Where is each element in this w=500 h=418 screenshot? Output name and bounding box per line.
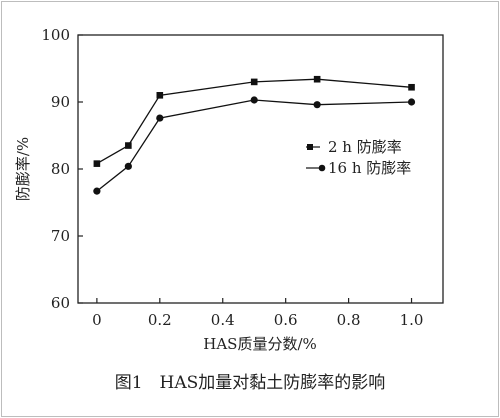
legend-marker-square <box>307 144 313 150</box>
data-point-2h <box>250 78 258 86</box>
x-axis-title: HAS质量分数/% <box>203 335 317 353</box>
x-tick-label: 0.2 <box>148 311 172 329</box>
y-axis-title: 防膨率/% <box>14 137 32 201</box>
plot-area <box>77 34 444 304</box>
x-tick-label: 0.8 <box>337 311 361 329</box>
x-tick-label: 1.0 <box>400 311 424 329</box>
data-point-2h <box>93 160 101 167</box>
y-tick-label: 80 <box>51 160 70 178</box>
ticks-layer: 0 0.2 0.4 0.6 0.8 1.0 60 70 80 90 100 <box>41 26 423 329</box>
series-line-0 <box>96 78 412 165</box>
legend: 2 h 防膨率 16 h 防膨率 <box>306 138 411 177</box>
figure-caption: 图1 HAS加量对黏土防膨率的影响 <box>115 373 386 393</box>
data-point-2h <box>408 83 415 91</box>
data-point-16h <box>250 96 258 104</box>
data-point-16h <box>124 162 132 170</box>
x-tick-label: 0 <box>92 311 102 329</box>
series-line-1 <box>96 99 412 192</box>
x-tick-label: 0.6 <box>274 311 298 329</box>
legend-label-2h: 2 h 防膨率 <box>328 138 402 156</box>
y-tick-label: 60 <box>51 294 70 312</box>
y-tick-label: 100 <box>41 26 70 44</box>
data-point-2h <box>156 92 164 99</box>
y-tick-label: 70 <box>51 227 70 245</box>
series-layer <box>93 75 416 195</box>
data-point-16h <box>313 101 321 109</box>
data-point-16h <box>407 98 416 106</box>
legend-marker-circle <box>318 164 326 172</box>
x-tick-label: 0.4 <box>211 311 235 329</box>
data-point-2h <box>313 75 321 83</box>
data-point-2h <box>125 142 132 149</box>
y-tick-label: 90 <box>51 93 70 111</box>
data-point-16h <box>93 187 101 195</box>
legend-entry-2h: 2 h 防膨率 <box>306 138 402 156</box>
data-point-16h <box>156 114 164 122</box>
legend-label-16h: 16 h 防膨率 <box>328 159 411 177</box>
legend-entry-16h: 16 h 防膨率 <box>306 159 411 177</box>
